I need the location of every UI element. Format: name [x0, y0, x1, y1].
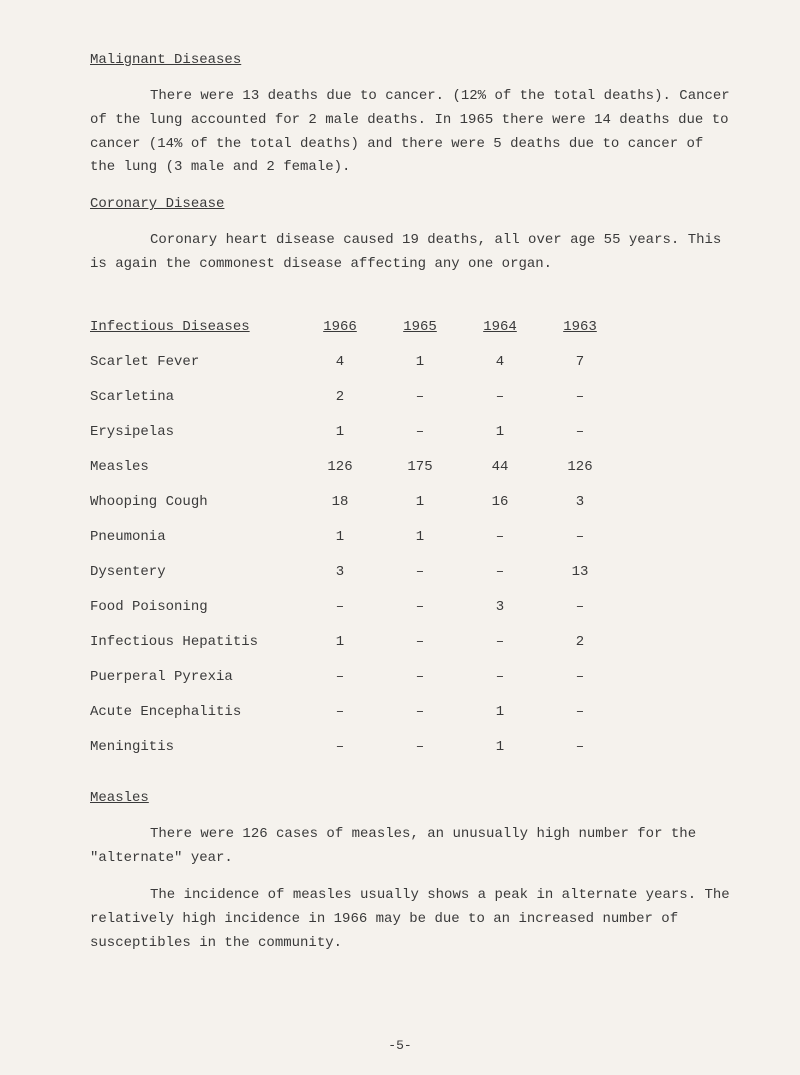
row-label: Acute Encephalitis [90, 702, 300, 723]
table-cell: – [540, 527, 620, 548]
measles-paragraph-2: The incidence of measles usually shows a… [90, 884, 730, 955]
table-cell: 1 [380, 527, 460, 548]
table-cell: 1 [460, 422, 540, 443]
table-row: Whooping Cough181163 [90, 492, 730, 513]
row-label: Whooping Cough [90, 492, 300, 513]
year-1965: 1965 [380, 317, 460, 338]
table-cell: – [460, 667, 540, 688]
coronary-disease-section: Coronary Disease Coronary heart disease … [90, 194, 730, 277]
table-cell: 175 [380, 457, 460, 478]
row-label: Puerperal Pyrexia [90, 667, 300, 688]
table-cell: 3 [540, 492, 620, 513]
table-cell: – [540, 702, 620, 723]
table-cell: 3 [460, 597, 540, 618]
row-label: Dysentery [90, 562, 300, 583]
table-row: Acute Encephalitis––1– [90, 702, 730, 723]
table-cell: 2 [540, 632, 620, 653]
table-cell: – [380, 387, 460, 408]
table-cell: 1 [300, 632, 380, 653]
table-cell: – [380, 632, 460, 653]
row-label: Pneumonia [90, 527, 300, 548]
table-row: Measles12617544126 [90, 457, 730, 478]
table-cell: 126 [300, 457, 380, 478]
table-row: Food Poisoning––3– [90, 597, 730, 618]
table-cell: 4 [300, 352, 380, 373]
measles-paragraph-1: There were 126 cases of measles, an unus… [90, 823, 730, 871]
table-cell: 2 [300, 387, 380, 408]
table-cell: 44 [460, 457, 540, 478]
table-row: Puerperal Pyrexia–––– [90, 667, 730, 688]
table-cell: 7 [540, 352, 620, 373]
table-cell: – [460, 562, 540, 583]
table-cell: 4 [460, 352, 540, 373]
row-label: Erysipelas [90, 422, 300, 443]
table-cell: – [540, 737, 620, 758]
table-cell: 1 [460, 737, 540, 758]
row-label: Infectious Hepatitis [90, 632, 300, 653]
table-row: Scarlet Fever4147 [90, 352, 730, 373]
table-heading: Infectious Diseases [90, 317, 300, 338]
table-header-row: Infectious Diseases 1966 1965 1964 1963 [90, 317, 730, 338]
table-cell: – [540, 422, 620, 443]
malignant-heading: Malignant Diseases [90, 50, 730, 71]
table-cell: – [300, 702, 380, 723]
table-cell: – [460, 632, 540, 653]
year-1963: 1963 [540, 317, 620, 338]
malignant-diseases-section: Malignant Diseases There were 13 deaths … [90, 50, 730, 180]
table-cell: – [380, 562, 460, 583]
table-cell: – [540, 667, 620, 688]
table-cell: – [540, 387, 620, 408]
table-row: Pneumonia11–– [90, 527, 730, 548]
table-cell: 18 [300, 492, 380, 513]
year-1964: 1964 [460, 317, 540, 338]
table-cell: – [380, 597, 460, 618]
table-cell: – [460, 527, 540, 548]
table-cell: – [380, 422, 460, 443]
row-label: Scarletina [90, 387, 300, 408]
table-cell: – [300, 667, 380, 688]
table-cell: 16 [460, 492, 540, 513]
table-cell: – [300, 737, 380, 758]
table-cell: 1 [380, 352, 460, 373]
table-cell: – [380, 737, 460, 758]
row-label: Meningitis [90, 737, 300, 758]
table-cell: – [380, 667, 460, 688]
table-cell: 1 [300, 527, 380, 548]
table-cell: – [300, 597, 380, 618]
table-body: Scarlet Fever4147Scarletina2–––Erysipela… [90, 352, 730, 758]
year-1966: 1966 [300, 317, 380, 338]
table-cell: – [540, 597, 620, 618]
table-cell: 126 [540, 457, 620, 478]
measles-section: Measles There were 126 cases of measles,… [90, 788, 730, 956]
measles-heading: Measles [90, 788, 730, 809]
coronary-heading: Coronary Disease [90, 194, 730, 215]
table-row: Scarletina2––– [90, 387, 730, 408]
table-cell: 3 [300, 562, 380, 583]
table-cell: – [380, 702, 460, 723]
coronary-paragraph: Coronary heart disease caused 19 deaths,… [90, 229, 730, 277]
table-row: Infectious Hepatitis1––2 [90, 632, 730, 653]
row-label: Scarlet Fever [90, 352, 300, 373]
malignant-paragraph: There were 13 deaths due to cancer. (12%… [90, 85, 730, 180]
table-row: Meningitis––1– [90, 737, 730, 758]
row-label: Food Poisoning [90, 597, 300, 618]
table-row: Erysipelas1–1– [90, 422, 730, 443]
table-cell: 13 [540, 562, 620, 583]
row-label: Measles [90, 457, 300, 478]
page-number: -5- [0, 1036, 800, 1056]
table-cell: 1 [380, 492, 460, 513]
table-row: Dysentery3––13 [90, 562, 730, 583]
table-cell: – [460, 387, 540, 408]
table-cell: 1 [300, 422, 380, 443]
table-cell: 1 [460, 702, 540, 723]
infectious-diseases-table: Infectious Diseases 1966 1965 1964 1963 … [90, 317, 730, 758]
